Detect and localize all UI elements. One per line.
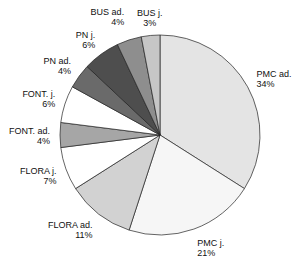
data-label: 4% xyxy=(58,66,71,76)
data-label: 6% xyxy=(42,99,55,109)
data-label: 4% xyxy=(37,136,50,146)
chart-container: PMC ad.34% PMC j.21% FLORA ad.11% FLORA j.7… xyxy=(0,0,305,262)
slice-label: FLORA j.7% xyxy=(20,166,57,186)
slices xyxy=(60,35,260,235)
data-label: 6% xyxy=(82,40,95,50)
category-label: FLORA ad. xyxy=(48,220,93,230)
category-label: FONT. ad. xyxy=(9,126,50,136)
category-label: PN ad. xyxy=(43,56,71,66)
pie-slice xyxy=(141,35,160,135)
chart-svg: PMC ad.34% PMC j.21% FLORA ad.11% FLORA j.7… xyxy=(0,0,305,262)
slice-label: FONT. j.6% xyxy=(22,89,55,109)
category-label: BUS j. xyxy=(137,8,163,18)
category-label: FONT. j. xyxy=(22,89,55,99)
category-label: BUS ad. xyxy=(91,7,125,17)
data-label: 11% xyxy=(75,230,92,240)
labels: PMC ad.34% PMC j.21% FLORA ad.11% FLORA j.7… xyxy=(9,7,291,258)
slice-label: PMC ad.34% xyxy=(256,69,291,89)
data-label: 21% xyxy=(197,248,215,258)
data-label: 34% xyxy=(256,79,274,89)
slice-label: FONT. ad.4% xyxy=(9,126,50,146)
slice-label: BUS ad.4% xyxy=(91,7,125,27)
slice-label: PMC j.21% xyxy=(197,238,224,258)
category-label: PN j. xyxy=(76,30,96,40)
slice-label: FLORA ad.11% xyxy=(48,220,93,240)
category-label: PMC j. xyxy=(197,238,224,248)
slice-label: PN ad.4% xyxy=(43,56,71,76)
data-label: 4% xyxy=(111,17,124,27)
slice-label: BUS j.3% xyxy=(137,8,163,28)
data-label: 7% xyxy=(43,176,56,186)
category-label: FLORA j. xyxy=(20,166,57,176)
category-label: PMC ad. xyxy=(256,69,291,79)
data-label: 3% xyxy=(143,18,156,28)
slice-label: PN j.6% xyxy=(76,30,96,50)
